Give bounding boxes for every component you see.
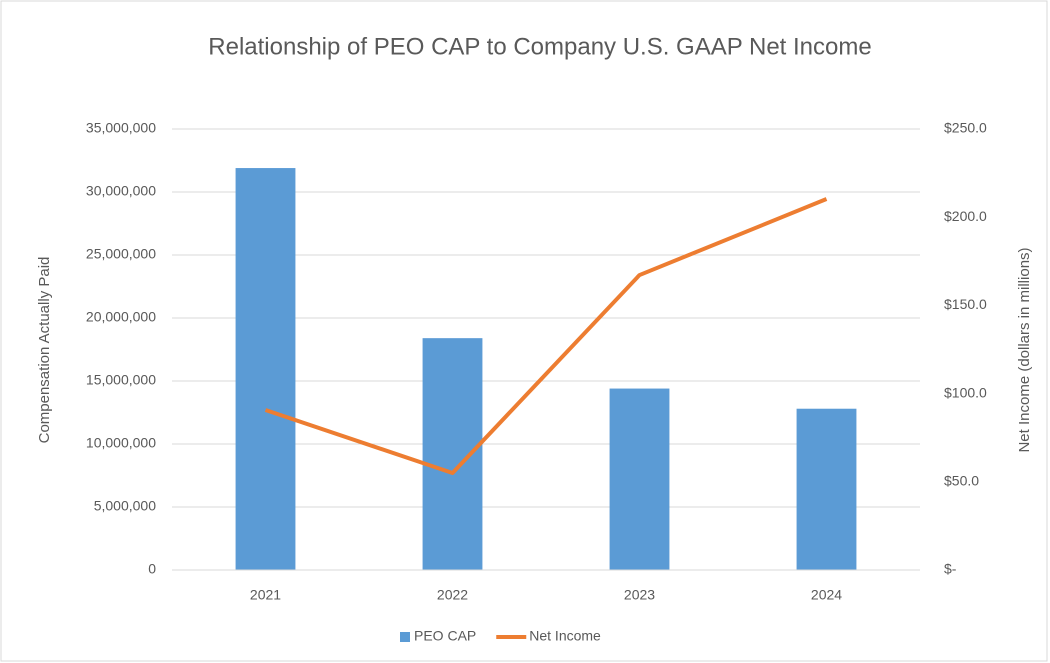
bar bbox=[235, 168, 296, 570]
legend-label: PEO CAP bbox=[414, 628, 476, 644]
y-tick-label: 0 bbox=[148, 561, 156, 577]
x-tick-label: 2023 bbox=[624, 587, 655, 603]
y2-axis-title: Net Income (dollars in millions) bbox=[1016, 247, 1033, 452]
bar bbox=[796, 408, 857, 570]
y-tick-label: 30,000,000 bbox=[86, 183, 156, 199]
y-tick-label: 25,000,000 bbox=[86, 246, 156, 262]
y2-tick-label: $150.0 bbox=[944, 296, 987, 312]
line bbox=[264, 197, 828, 475]
y2-tick-label: $250.0 bbox=[944, 120, 987, 136]
legend-swatch bbox=[400, 632, 410, 642]
y2-tick-label: $- bbox=[944, 561, 957, 577]
legend-label: Net Income bbox=[529, 628, 601, 644]
y-axis-title: Compensation Actually Paid bbox=[36, 257, 53, 444]
y-tick-label: 35,000,000 bbox=[86, 120, 156, 136]
x-tick-label: 2024 bbox=[811, 587, 842, 603]
bar bbox=[609, 388, 670, 570]
y-tick-label: 5,000,000 bbox=[94, 498, 156, 514]
x-tick-label: 2022 bbox=[437, 587, 468, 603]
y-tick-label: 15,000,000 bbox=[86, 372, 156, 388]
x-tick-label: 2021 bbox=[250, 587, 281, 603]
y2-tick-label: $200.0 bbox=[944, 208, 987, 224]
chart-title: Relationship of PEO CAP to Company U.S. … bbox=[208, 33, 871, 60]
bar bbox=[422, 338, 483, 570]
y2-tick-label: $50.0 bbox=[944, 473, 979, 489]
y-tick-label: 10,000,000 bbox=[86, 435, 156, 451]
y2-tick-label: $100.0 bbox=[944, 384, 987, 400]
y-tick-label: 20,000,000 bbox=[86, 309, 156, 325]
